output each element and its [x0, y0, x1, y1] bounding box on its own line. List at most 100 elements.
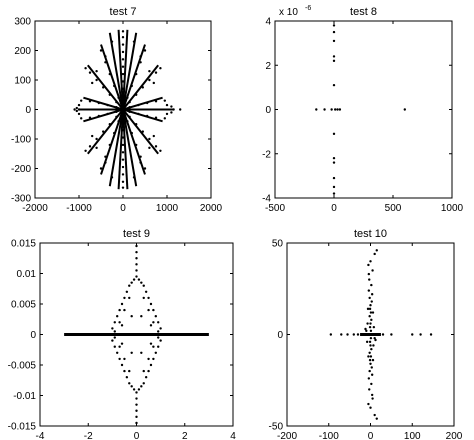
- data-point: [368, 315, 371, 318]
- data-point: [117, 120, 120, 123]
- data-point: [141, 130, 144, 133]
- x-tick-label: 100: [404, 431, 421, 440]
- data-point: [381, 333, 385, 336]
- data-point: [108, 143, 112, 147]
- data-point: [332, 39, 336, 43]
- data-point: [365, 333, 368, 336]
- data-point: [375, 249, 378, 252]
- data-point: [144, 290, 148, 293]
- data-point: [332, 83, 336, 87]
- radial-ray: [122, 32, 138, 110]
- data-point: [111, 339, 114, 342]
- data-point: [115, 110, 118, 114]
- data-point: [115, 105, 118, 109]
- data-point: [370, 373, 374, 376]
- data-point: [135, 397, 138, 400]
- data-point: [135, 250, 138, 254]
- data-point: [143, 49, 147, 52]
- x-tick-label: 4: [230, 431, 236, 440]
- data-point: [97, 101, 101, 105]
- data-point: [371, 397, 374, 400]
- data-point: [163, 117, 166, 120]
- data-point: [130, 131, 133, 135]
- chart-panel-4: test 10 -200 -100 0 100 200 -50 0 50: [269, 228, 463, 440]
- radial-ray: [87, 64, 124, 111]
- data-point: [170, 105, 173, 108]
- radial-ray: [108, 32, 124, 110]
- data-point: [115, 115, 118, 119]
- data-point: [369, 329, 373, 333]
- data-point: [120, 342, 124, 345]
- data-point: [137, 112, 140, 116]
- data-point: [179, 108, 182, 111]
- data-point: [366, 307, 370, 311]
- data-point: [128, 296, 131, 300]
- x-tick-label: 2000: [200, 203, 223, 214]
- data-point: [369, 322, 372, 325]
- data-point: [370, 366, 373, 369]
- data-point: [113, 345, 116, 348]
- data-point: [135, 93, 138, 96]
- data-point: [154, 351, 157, 354]
- data-point: [125, 376, 129, 379]
- data-point: [139, 55, 142, 58]
- data-point: [329, 333, 333, 336]
- data-point: [135, 403, 138, 406]
- data-point: [121, 136, 125, 139]
- data-point: [140, 281, 143, 284]
- data-point: [135, 421, 138, 425]
- data-point: [371, 311, 375, 314]
- x-tick-label: 1000: [441, 203, 464, 214]
- data-point: [106, 112, 109, 116]
- data-point: [429, 333, 433, 336]
- data-point: [130, 315, 133, 318]
- data-point: [128, 100, 131, 104]
- data-point: [121, 58, 125, 61]
- data-point: [95, 69, 98, 73]
- data-point: [147, 308, 150, 312]
- data-point: [367, 402, 370, 406]
- data-point: [135, 415, 138, 419]
- data-point: [370, 393, 374, 397]
- data-point: [356, 333, 360, 336]
- data-point: [360, 333, 364, 336]
- data-point: [367, 289, 371, 292]
- data-point: [165, 112, 169, 116]
- data-point: [113, 336, 116, 339]
- data-point: [370, 283, 373, 287]
- data-point: [332, 185, 336, 189]
- x-tick-label: 1000: [156, 203, 179, 214]
- data-point: [369, 355, 373, 358]
- chart-panel-2: test 8 -500 0 500 1000 -4 -2 0 2 4 x 10 -6: [262, 5, 463, 214]
- data-point: [365, 340, 369, 344]
- data-point: [88, 100, 92, 103]
- data-point: [170, 111, 173, 114]
- data-point: [135, 275, 138, 278]
- data-point: [363, 333, 366, 336]
- data-point: [390, 333, 393, 336]
- data-point: [373, 333, 376, 336]
- data-point: [147, 369, 150, 373]
- data-point: [154, 315, 157, 318]
- data-point: [118, 308, 121, 312]
- data-point: [118, 357, 121, 361]
- data-point: [370, 293, 374, 296]
- data-point: [148, 69, 151, 73]
- data-point: [84, 149, 87, 152]
- data-point: [374, 338, 377, 342]
- x-tick-label: -200: [277, 431, 297, 440]
- chart-title: test 9: [123, 228, 150, 240]
- data-point: [371, 269, 374, 272]
- data-point: [135, 257, 138, 260]
- data-point: [121, 186, 125, 189]
- data-point: [315, 108, 318, 111]
- data-point: [137, 278, 141, 281]
- data-point: [77, 112, 81, 116]
- data-point: [332, 24, 336, 27]
- radial-ray: [122, 44, 146, 110]
- data-point: [75, 109, 79, 113]
- data-point: [377, 333, 381, 336]
- data-point: [121, 114, 125, 117]
- data-point: [116, 351, 119, 354]
